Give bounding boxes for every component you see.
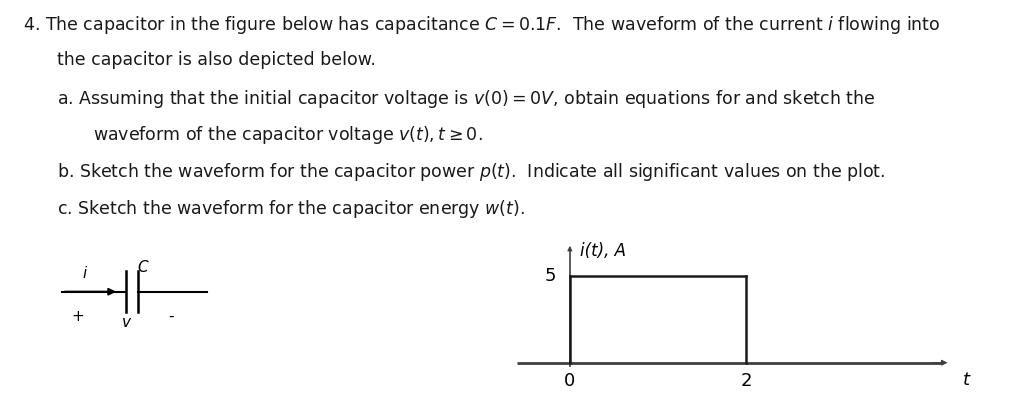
Text: waveform of the capacitor voltage $v(t), t \geq 0$.: waveform of the capacitor voltage $v(t),… [93, 124, 483, 146]
Text: i: i [83, 266, 87, 281]
Text: v: v [122, 315, 130, 330]
Text: b. Sketch the waveform for the capacitor power $p(t)$.  Indicate all significant: b. Sketch the waveform for the capacitor… [57, 161, 885, 183]
Text: 5: 5 [545, 267, 556, 285]
Text: 0: 0 [565, 372, 576, 390]
Text: +: + [71, 309, 84, 324]
Text: c. Sketch the waveform for the capacitor energy $w(t)$.: c. Sketch the waveform for the capacitor… [57, 198, 524, 220]
Text: the capacitor is also depicted below.: the capacitor is also depicted below. [57, 51, 375, 69]
Text: C: C [138, 260, 148, 275]
Text: 4. The capacitor in the figure below has capacitance $C = 0.1F$.  The waveform o: 4. The capacitor in the figure below has… [23, 14, 940, 36]
Text: t: t [963, 370, 970, 388]
Text: -: - [168, 309, 174, 324]
Text: i(t), A: i(t), A [580, 242, 627, 259]
Text: 2: 2 [740, 372, 752, 390]
Text: a. Assuming that the initial capacitor voltage is $v(0) = 0V$, obtain equations : a. Assuming that the initial capacitor v… [57, 88, 875, 110]
